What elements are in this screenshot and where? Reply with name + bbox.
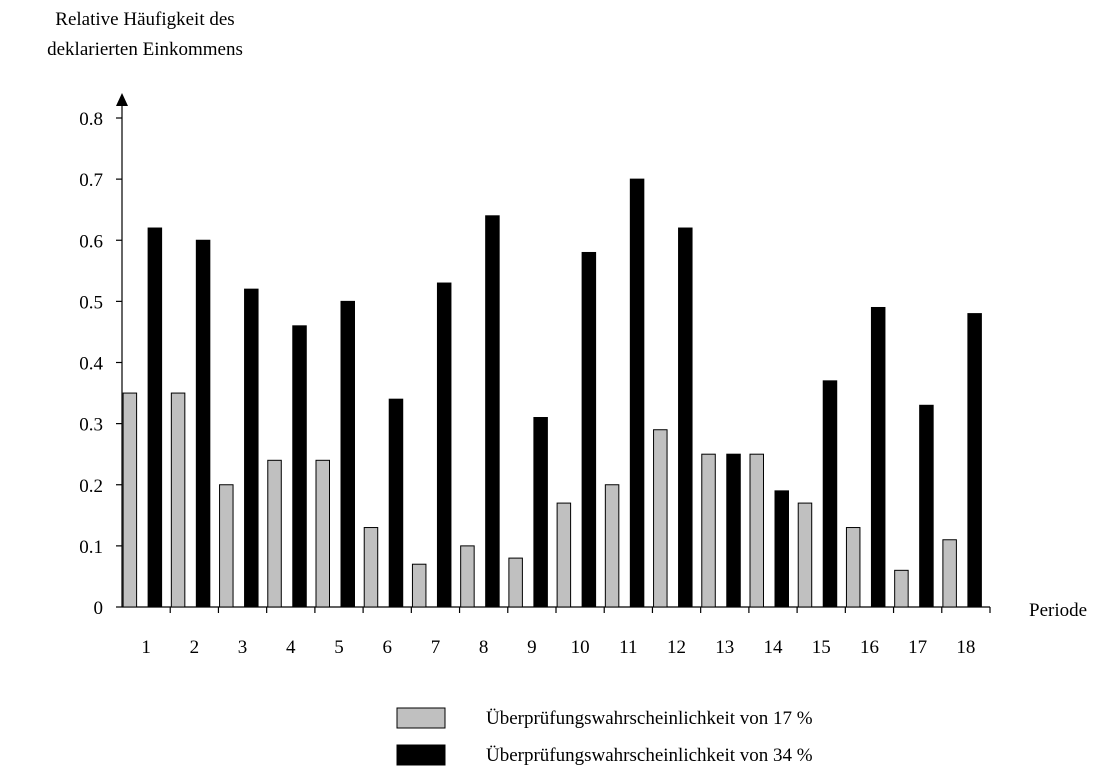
bar-p34-period-9 — [533, 417, 548, 608]
bar-p17-period-5 — [315, 459, 330, 608]
x-tick-label: 12 — [667, 637, 686, 658]
x-tick-label: 11 — [619, 637, 637, 658]
x-axis-label: Periode — [1029, 600, 1087, 621]
x-tick-label: 15 — [812, 637, 831, 658]
x-tick-label: 9 — [527, 637, 537, 658]
legend-swatch-p34 — [396, 744, 446, 766]
bar-p17-period-9 — [508, 557, 523, 608]
legend-swatch-p17 — [396, 707, 446, 729]
bar-p34-period-17 — [919, 404, 934, 608]
y-axis-label: Relative Häufigkeit des deklarierten Ein… — [47, 9, 243, 60]
bar-p34-period-6 — [388, 398, 404, 608]
bar-p34-period-3 — [244, 288, 259, 608]
x-tick-label: 4 — [286, 637, 296, 658]
bar-p17-period-18 — [942, 539, 957, 608]
bar-p17-period-10 — [556, 502, 572, 608]
bar-p34-period-12 — [678, 227, 693, 608]
bar-p17-period-12 — [653, 429, 668, 608]
y-ticks: 0 0.1 0.2 0.3 0.4 0.5 0.6 0.7 0.8 — [79, 109, 122, 619]
bar-p34-period-10 — [581, 251, 597, 608]
bar-p17-period-11 — [604, 484, 620, 608]
y-axis-label-line-2: deklarierten Einkommens — [47, 39, 243, 60]
bar-p34-period-15 — [822, 380, 838, 608]
bar-p34-period-2 — [195, 239, 211, 608]
bar-p34-period-18 — [967, 313, 982, 608]
x-tick-label: 5 — [334, 637, 344, 658]
x-tick-label: 8 — [479, 637, 489, 658]
y-tick-label: 0.4 — [79, 354, 103, 375]
y-tick-label: 0.1 — [79, 537, 103, 558]
bar-p34-period-5 — [340, 300, 355, 608]
bar-p34-period-7 — [436, 282, 452, 608]
x-tick-label: 18 — [956, 637, 975, 658]
bar-p34-period-16 — [870, 306, 886, 608]
bar-p34-period-14 — [774, 490, 789, 608]
x-tick-label: 14 — [764, 637, 784, 658]
y-tick-label: 0.5 — [79, 292, 103, 313]
y-tick-label: 0.8 — [79, 109, 103, 130]
bars — [122, 178, 982, 608]
bar-p34-period-8 — [485, 215, 500, 608]
bar-p17-period-15 — [797, 502, 813, 608]
bar-p17-period-4 — [267, 459, 282, 608]
bar-p17-period-3 — [219, 484, 234, 608]
y-tick-label: 0.6 — [79, 231, 103, 252]
bar-p34-period-13 — [726, 453, 741, 608]
y-axis-label-line-1: Relative Häufigkeit des — [55, 9, 234, 30]
bar-p34-period-4 — [292, 325, 307, 608]
x-tick-label: 10 — [571, 637, 590, 658]
x-tick-label: 13 — [715, 637, 734, 658]
bar-p17-period-8 — [460, 545, 475, 608]
x-tick-label: 16 — [860, 637, 879, 658]
bar-p17-period-7 — [411, 563, 427, 608]
y-tick-label: 0.2 — [79, 476, 103, 497]
y-axis-arrow-icon — [116, 93, 128, 106]
y-tick-label: 0 — [94, 598, 104, 619]
bar-p17-period-13 — [701, 453, 716, 608]
x-tick-label: 17 — [908, 637, 927, 658]
bar-p34-period-1 — [147, 227, 163, 608]
bar-p17-period-2 — [170, 392, 186, 608]
legend-label-p17: Überprüfungswahrscheinlichkeit von 17 % — [486, 708, 813, 729]
bar-p17-period-1 — [122, 392, 138, 608]
bar-p17-period-16 — [845, 527, 861, 608]
x-tick-label: 7 — [431, 637, 441, 658]
x-tick-label: 3 — [238, 637, 248, 658]
bar-p34-period-11 — [629, 178, 645, 608]
bar-p17-period-14 — [749, 453, 764, 608]
bar-p17-period-17 — [894, 569, 909, 608]
x-ticks: 1 2 3 4 5 6 7 8 9 10 11 12 13 14 15 16 17 18 — [141, 607, 991, 658]
legend-label-p34: Überprüfungswahrscheinlichkeit von 34 % — [486, 745, 813, 766]
legend: Überprüfungswahrscheinlichkeit von 17 % Ü… — [396, 707, 813, 766]
y-tick-label: 0.3 — [79, 415, 103, 436]
y-tick-label: 0.7 — [79, 170, 103, 191]
x-tick-label: 1 — [141, 637, 151, 658]
bar-p17-period-6 — [363, 527, 379, 608]
x-tick-label: 2 — [190, 637, 200, 658]
x-tick-label: 6 — [382, 637, 392, 658]
